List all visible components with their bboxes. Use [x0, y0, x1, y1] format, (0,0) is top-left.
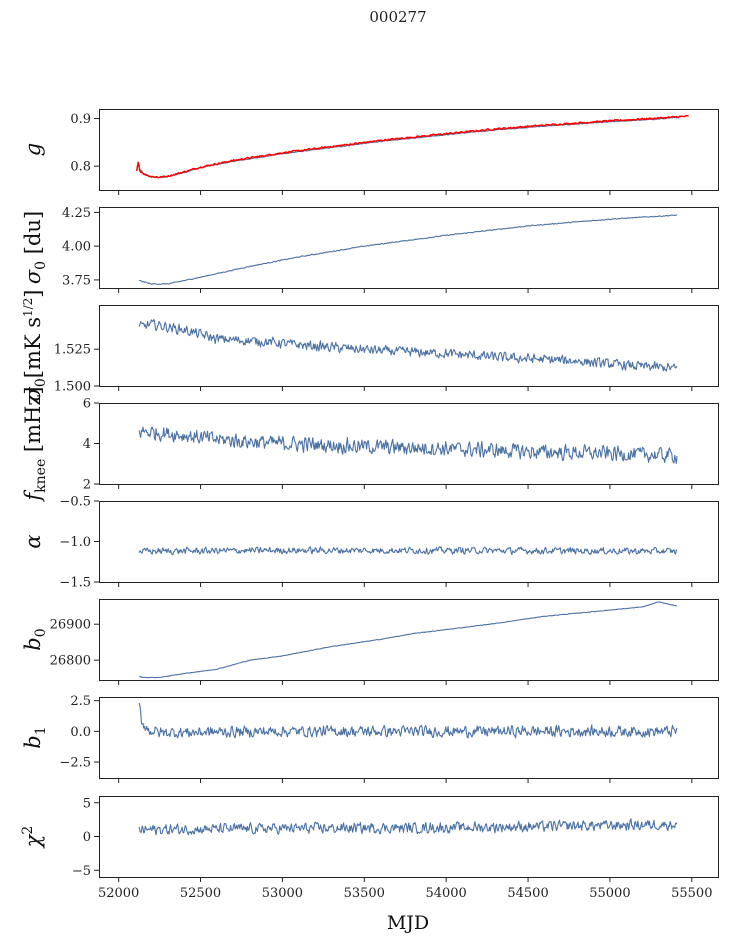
xtick-label-6: 55000 [589, 886, 630, 901]
panels: 0.8 0.9 g 3.75 4.00 4.25 σ0 [du] 1.500 1.525 σ0[m… [20, 109, 719, 882]
panel-frame-alpha [99, 501, 719, 583]
ytick-label-b0-0: 26800 [50, 654, 91, 669]
panel-sigma0_du: 3.75 4.00 4.25 σ0 [du] [21, 206, 719, 293]
xtick-label-5: 54500 [507, 886, 548, 901]
ytick-label-sigma0_du-2: 4.25 [62, 206, 91, 221]
ylabel-alpha: α [21, 534, 45, 548]
panel-frame-b0 [99, 599, 719, 681]
xtick-label-2: 53000 [262, 886, 303, 901]
ylabel-b0: b0 [21, 628, 49, 650]
xtick-label-0: 52000 [98, 886, 139, 901]
ytick-label-g-1: 0.9 [70, 112, 91, 127]
series-line-sigma0_mK-0 [138, 319, 678, 372]
series-line-g-1 [135, 114, 689, 179]
ylabel-fknee: fknee [mHz] [21, 386, 49, 502]
xtick-label-1: 52500 [180, 886, 221, 901]
ytick-label-b0-1: 26900 [50, 618, 91, 633]
series-line-b1-0 [138, 702, 678, 739]
ytick-label-fknee-2: 6 [83, 397, 91, 412]
ytick-label-sigma0_mK-1: 1.525 [54, 343, 91, 358]
panel-frame-b1 [99, 697, 719, 779]
ytick-label-b1-1: 0.0 [70, 725, 91, 740]
ytick-label-sigma0_mK-0: 1.500 [54, 380, 91, 395]
xtick-label-3: 53500 [344, 886, 385, 901]
series-line-b0-0 [139, 601, 678, 679]
ytick-label-alpha-1: −1.0 [59, 535, 91, 550]
panel-alpha: −1.5 −1.0 −0.5 α [21, 495, 719, 591]
xtick-label-4: 54000 [425, 886, 466, 901]
ytick-label-chi2-2: 5 [83, 796, 91, 811]
ytick-label-alpha-2: −0.5 [59, 495, 91, 510]
panel-b1: −2.5 0.0 2.5 b1 [21, 694, 719, 783]
ytick-label-alpha-0: −1.5 [59, 576, 91, 591]
ytick-label-sigma0_du-1: 4.00 [62, 240, 91, 255]
panel-frame-fknee [99, 403, 719, 485]
ytick-label-g-0: 0.8 [70, 160, 91, 175]
ytick-label-fknee-1: 4 [83, 437, 91, 452]
series-line-sigma0_du-0 [139, 214, 678, 285]
panel-frame-sigma0_du [99, 207, 719, 289]
panel-frame-g [99, 109, 719, 191]
panel-sigma0_mK: 1.500 1.525 σ0[mK s1/2] [21, 289, 719, 402]
ytick-label-chi2-1: 0 [83, 830, 91, 845]
ylabel-g: g [21, 143, 45, 156]
ytick-label-fknee-0: 2 [83, 478, 91, 493]
panel-chi2: −5 0 5 χ2 [20, 796, 719, 882]
xtick-label-7: 55500 [671, 886, 712, 901]
series-line-g-0 [138, 116, 678, 179]
ylabel-sigma0_mK: σ0[mK s1/2] [21, 289, 49, 401]
ylabel-chi2: χ2 [20, 826, 45, 850]
panel-frame-chi2 [99, 796, 719, 878]
ylabel-sigma0_du: σ0 [du] [21, 211, 49, 284]
x-axis: 52000 52500 53000 53500 54000 54500 55000 55500 [98, 886, 713, 901]
ytick-label-chi2-0: −5 [72, 864, 91, 879]
series-line-chi2-0 [138, 818, 678, 836]
panel-g: 0.8 0.9 g [21, 109, 719, 195]
x-axis-label: MJD [387, 912, 429, 934]
ylabel-b1: b1 [21, 726, 49, 748]
ytick-label-b1-2: 2.5 [70, 694, 91, 709]
panel-fknee: 2 4 6 fknee [mHz] [21, 386, 719, 503]
ytick-label-b1-0: −2.5 [59, 756, 91, 771]
figure-title: 000277 [369, 8, 426, 26]
series-line-alpha-0 [138, 546, 678, 556]
ytick-label-sigma0_du-0: 3.75 [62, 273, 91, 288]
series-line-fknee-0 [138, 426, 678, 464]
panel-frame-sigma0_mK [99, 305, 719, 387]
